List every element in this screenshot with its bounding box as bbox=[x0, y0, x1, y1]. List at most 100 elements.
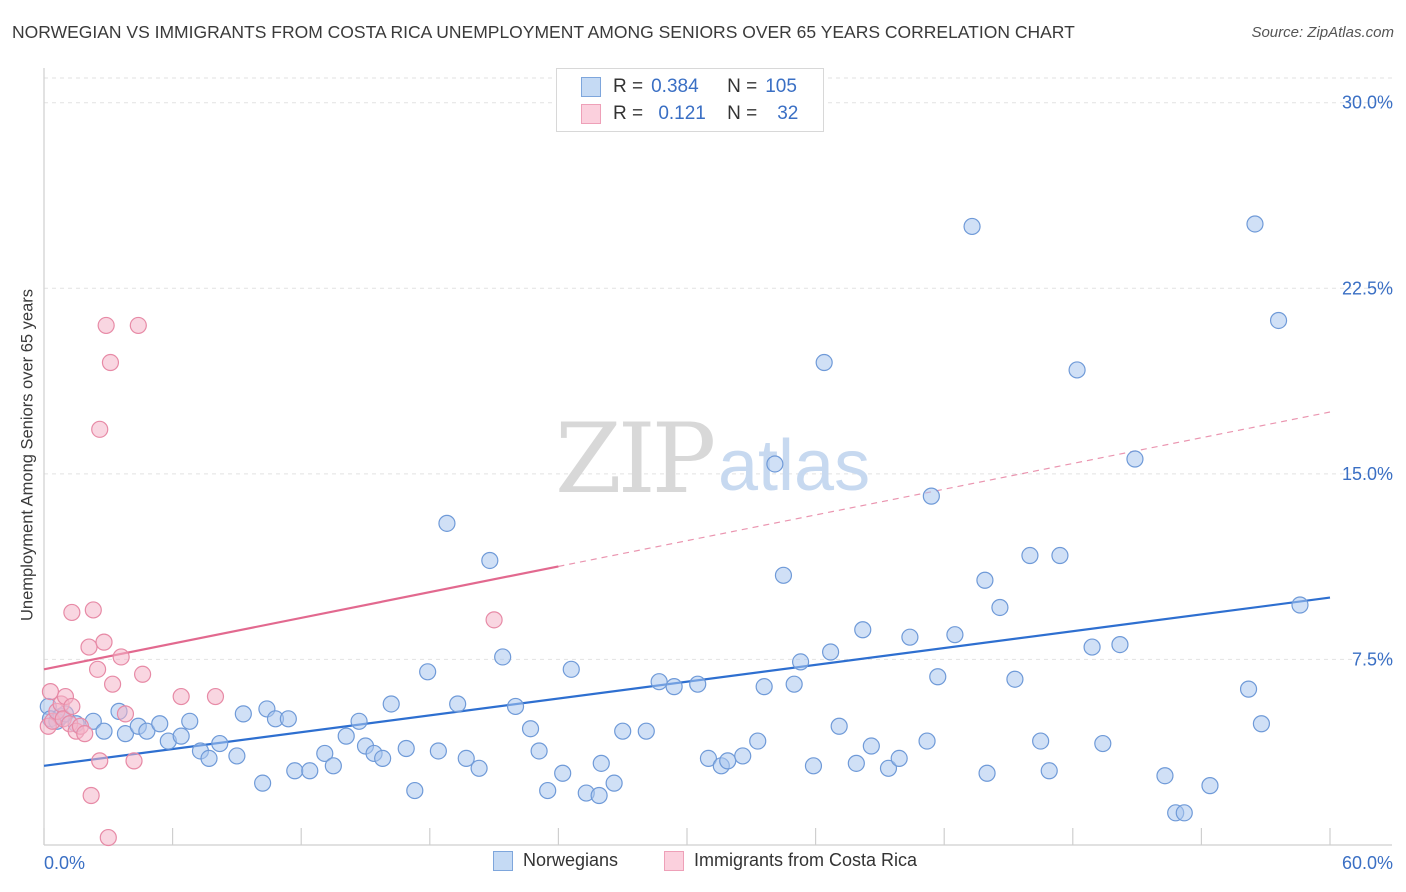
chart-title: NORWEGIAN VS IMMIGRANTS FROM COSTA RICA … bbox=[12, 22, 1075, 42]
norwegian-point bbox=[337, 727, 355, 745]
norwegian-point bbox=[116, 725, 135, 743]
norwegian-point bbox=[749, 732, 767, 750]
norwegian-point bbox=[976, 571, 994, 589]
norwegian-point bbox=[665, 678, 683, 696]
data-points bbox=[39, 215, 1309, 847]
norwegian-point bbox=[637, 722, 655, 740]
norwegian-point bbox=[734, 747, 752, 765]
trend-line-solid bbox=[43, 565, 559, 671]
legend-n-label: N = bbox=[727, 103, 758, 124]
grid-lines bbox=[44, 77, 1392, 660]
series-legend-costa-rica: Immigrants from Costa Rica bbox=[664, 850, 917, 871]
legend-row-norwegians: R = 0.384 N = 105 bbox=[581, 76, 797, 98]
norwegian-point bbox=[521, 720, 540, 738]
norwegian-point bbox=[138, 722, 156, 740]
norwegian-point bbox=[286, 762, 304, 780]
norwegian-point bbox=[1111, 635, 1129, 654]
norwegian-point bbox=[470, 759, 488, 777]
norwegian-point bbox=[822, 643, 840, 661]
norwegian-point bbox=[854, 621, 872, 639]
y-tick-label: 30.0% bbox=[1342, 93, 1393, 113]
norwegian-point bbox=[901, 628, 919, 646]
norwegian-point bbox=[963, 217, 981, 236]
costa-rica-point bbox=[63, 697, 81, 716]
norwegian-point bbox=[457, 749, 475, 768]
costa-rica-point bbox=[116, 705, 135, 723]
norwegian-point bbox=[211, 734, 229, 753]
legend-swatch-costa-rica bbox=[581, 104, 601, 124]
norwegian-point bbox=[890, 749, 908, 768]
norwegian-point bbox=[605, 774, 623, 792]
norwegian-point bbox=[879, 759, 898, 777]
norwegian-point bbox=[1040, 762, 1058, 780]
watermark-atlas: atlas bbox=[718, 426, 870, 506]
trend-lines bbox=[43, 411, 1331, 767]
norwegian-point bbox=[438, 514, 456, 532]
norwegian-point bbox=[1032, 732, 1050, 750]
norwegian-point bbox=[650, 673, 668, 691]
costa-rica-point bbox=[485, 611, 503, 629]
costa-rica-point bbox=[88, 660, 107, 678]
norwegian-point bbox=[1021, 546, 1039, 565]
norwegian-point bbox=[200, 749, 218, 768]
norwegian-point bbox=[699, 749, 718, 768]
norwegian-point bbox=[1252, 715, 1271, 733]
series-swatch-norwegians bbox=[493, 850, 513, 871]
costa-rica-point bbox=[99, 828, 117, 847]
norwegian-point bbox=[1175, 804, 1193, 822]
norwegian-point bbox=[1201, 777, 1219, 795]
norwegian-point bbox=[614, 722, 632, 740]
y-tick-label: 7.5% bbox=[1352, 649, 1393, 669]
norwegian-point bbox=[785, 675, 803, 693]
norwegian-point bbox=[929, 668, 947, 686]
costa-rica-point bbox=[133, 665, 152, 683]
norwegian-point bbox=[1083, 638, 1101, 656]
norwegian-point bbox=[406, 781, 424, 800]
legend-row-costa-rica: R = 0.121 N = 32 bbox=[581, 103, 798, 125]
norwegian-point bbox=[862, 737, 880, 755]
norwegian-point bbox=[172, 727, 190, 745]
norwegian-point bbox=[689, 675, 707, 693]
costa-rica-point bbox=[84, 601, 102, 619]
costa-rica-point bbox=[206, 687, 225, 706]
series-label-costa-rica: Immigrants from Costa Rica bbox=[694, 850, 918, 870]
norwegian-point bbox=[804, 757, 823, 775]
costa-rica-point bbox=[82, 786, 100, 805]
norwegian-point bbox=[815, 353, 833, 372]
norwegian-point bbox=[316, 744, 334, 763]
trend-line bbox=[43, 596, 1331, 767]
norwegian-point bbox=[1291, 596, 1309, 614]
costa-rica-point bbox=[103, 675, 122, 693]
correlation-legend: R = 0.384 N = 105 R = 0.121 N = 32 bbox=[556, 68, 824, 132]
costa-rica-point bbox=[125, 752, 143, 770]
legend-r-label: R = bbox=[613, 103, 644, 124]
norwegian-point bbox=[1156, 767, 1174, 785]
norwegian-point bbox=[755, 678, 773, 696]
norwegian-point bbox=[562, 660, 580, 678]
series-legend: Norwegians Immigrants from Costa Rica bbox=[0, 850, 1406, 878]
y-tick-label: 15.0% bbox=[1342, 464, 1393, 484]
series-label-norwegians: Norwegians bbox=[523, 850, 619, 870]
legend-n-label: N = bbox=[727, 76, 758, 97]
norwegian-point bbox=[1094, 734, 1112, 753]
norwegian-point bbox=[382, 695, 400, 713]
costa-rica-point bbox=[129, 316, 147, 335]
costa-rica-point bbox=[97, 316, 115, 335]
norwegian-point bbox=[847, 754, 865, 772]
norwegian-point bbox=[279, 710, 297, 728]
norwegian-point bbox=[590, 786, 608, 805]
norwegian-point bbox=[991, 598, 1009, 617]
norwegian-point bbox=[481, 551, 499, 570]
x-tick-label: 60.0% bbox=[1342, 853, 1393, 873]
norwegian-point bbox=[1239, 680, 1258, 698]
norwegian-point bbox=[181, 712, 199, 730]
costa-rica-point bbox=[112, 648, 130, 666]
norwegian-point bbox=[234, 705, 252, 723]
norwegian-point bbox=[774, 566, 793, 584]
norwegian-point bbox=[1068, 361, 1086, 379]
norwegian-point bbox=[397, 739, 415, 758]
costa-rica-point bbox=[63, 603, 81, 622]
x-tick-label: 0.0% bbox=[44, 853, 85, 873]
costa-rica-point bbox=[172, 687, 190, 706]
